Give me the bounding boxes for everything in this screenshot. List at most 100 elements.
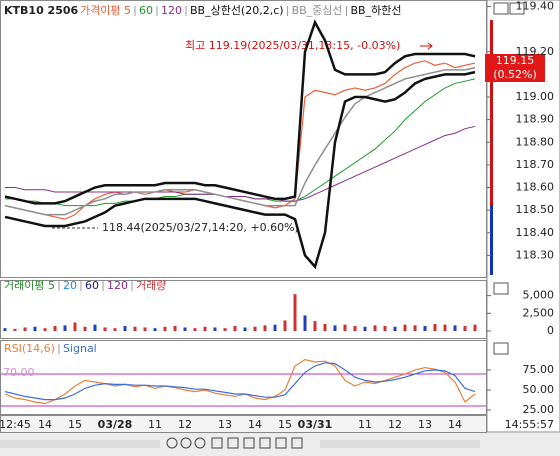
volume-bar — [103, 327, 107, 331]
y-tick-label: 118.30 — [516, 248, 555, 261]
volume-bar — [373, 325, 377, 331]
legend-item: BB_중심선 — [292, 4, 343, 17]
annotation-arrow — [427, 42, 433, 50]
x-tick-label: 12 — [178, 418, 192, 431]
y-tick-label: 118.50 — [516, 203, 555, 216]
volume-bar — [163, 326, 167, 331]
y-tick-label: 75.00 — [523, 363, 555, 376]
x-tick-label: 13 — [418, 418, 432, 431]
volume-bar — [313, 321, 317, 331]
axis-button[interactable] — [493, 2, 509, 15]
status-time: 14:55:57 — [505, 418, 554, 431]
volume-bar — [253, 326, 257, 331]
y-tick-label: 50.00 — [523, 383, 555, 396]
tool[interactable] — [275, 437, 287, 449]
y-tick-label: 118.60 — [516, 181, 555, 194]
y-tick-label: 0 — [547, 324, 554, 337]
volume-bar — [283, 320, 287, 331]
legend-item: 120 — [107, 279, 128, 292]
toolbar-icons — [0, 437, 480, 449]
x-tick-label: 15 — [68, 418, 82, 431]
down-bar — [490, 205, 493, 275]
volume-bar — [293, 294, 297, 331]
legend-item: Signal — [63, 342, 97, 355]
legend-item: 60 — [85, 279, 99, 292]
y-tick-label: 2,500 — [523, 306, 555, 319]
volume-bar — [383, 326, 387, 331]
x-tick-label: 15 — [278, 418, 292, 431]
volume-bar — [453, 325, 457, 331]
axis-button[interactable] — [493, 282, 509, 295]
tool[interactable] — [291, 437, 303, 449]
volume-bar — [13, 328, 17, 331]
volume-bar — [133, 326, 137, 331]
x-tick-label: 11 — [148, 418, 162, 431]
volume-bar — [143, 327, 147, 331]
tool[interactable] — [259, 437, 271, 449]
volume-bar — [343, 324, 347, 331]
y-tick-label: 119.20 — [516, 45, 555, 58]
zoom-out[interactable] — [166, 437, 178, 449]
legend-item: 거래이평 5 — [4, 279, 55, 292]
volume-bar — [113, 328, 117, 331]
x-tick-label: 12 — [388, 418, 402, 431]
x-tick-label: 11 — [358, 418, 372, 431]
y-tick-label: 119.40 — [516, 0, 555, 13]
axis-button[interactable] — [509, 2, 525, 15]
last-change: (0.52%) — [493, 68, 537, 81]
legend-item: RSI(14,6) — [4, 342, 55, 355]
series-line — [4, 66, 476, 216]
up-bar — [490, 20, 493, 205]
volume-bar — [393, 326, 397, 331]
legend-item: 거래량 — [136, 279, 166, 292]
volume-bar — [213, 327, 217, 331]
scrollbar[interactable] — [320, 440, 480, 448]
y-tick-label: 118.80 — [516, 135, 555, 148]
reset[interactable] — [194, 437, 206, 449]
zoom-in[interactable] — [180, 437, 192, 449]
x-tick-label: 14 — [448, 418, 462, 431]
tool[interactable] — [211, 437, 223, 449]
volume-bar — [43, 328, 47, 331]
tool[interactable] — [227, 437, 239, 449]
volume-bar — [123, 326, 127, 331]
y-tick-label: 118.70 — [516, 158, 555, 171]
volume-bar — [193, 328, 197, 331]
high-annotation: 최고 119.19(2025/03/31,13:15, -0.03%) — [185, 39, 400, 52]
volume-bar — [473, 324, 477, 331]
tool[interactable] — [243, 437, 255, 449]
scrollbar[interactable] — [0, 440, 160, 448]
volume-bar — [53, 326, 57, 331]
legend-item: 120 — [161, 4, 182, 17]
y-tick-label: 25.00 — [523, 403, 555, 416]
legend-item: 60 — [139, 4, 153, 17]
level-label: 70.00 — [3, 366, 35, 379]
x-tick-label: 03/28 — [98, 418, 133, 431]
series-line — [4, 358, 476, 405]
volume-bar — [333, 325, 337, 331]
series-line — [4, 19, 476, 205]
volume-bar — [173, 326, 177, 331]
x-tick-label: 12:45 — [0, 418, 31, 431]
volume-bar — [73, 322, 77, 331]
x-tick-label: 13 — [218, 418, 232, 431]
axis-button[interactable] — [493, 342, 509, 355]
y-tick-label: 5,000 — [523, 289, 555, 302]
volume-bar — [273, 324, 277, 331]
volume-bar — [33, 326, 37, 331]
last-price: 119.15 — [496, 54, 535, 67]
volume-bar — [303, 315, 307, 331]
volume-bar — [323, 323, 327, 331]
last-price-box — [485, 54, 545, 82]
volume-bar — [3, 328, 7, 331]
legend-item: 가격이평 5 — [80, 4, 131, 17]
legend-item: 20 — [63, 279, 77, 292]
x-tick-label: 14 — [248, 418, 262, 431]
volume-bar — [403, 324, 407, 331]
plot: 119.40 119.20 119.00 118.90 118.80 118.70 118.… — [0, 0, 554, 431]
series-line — [4, 362, 476, 401]
volume-bar — [93, 324, 97, 331]
series-line — [4, 70, 476, 270]
volume-bar — [183, 327, 187, 331]
